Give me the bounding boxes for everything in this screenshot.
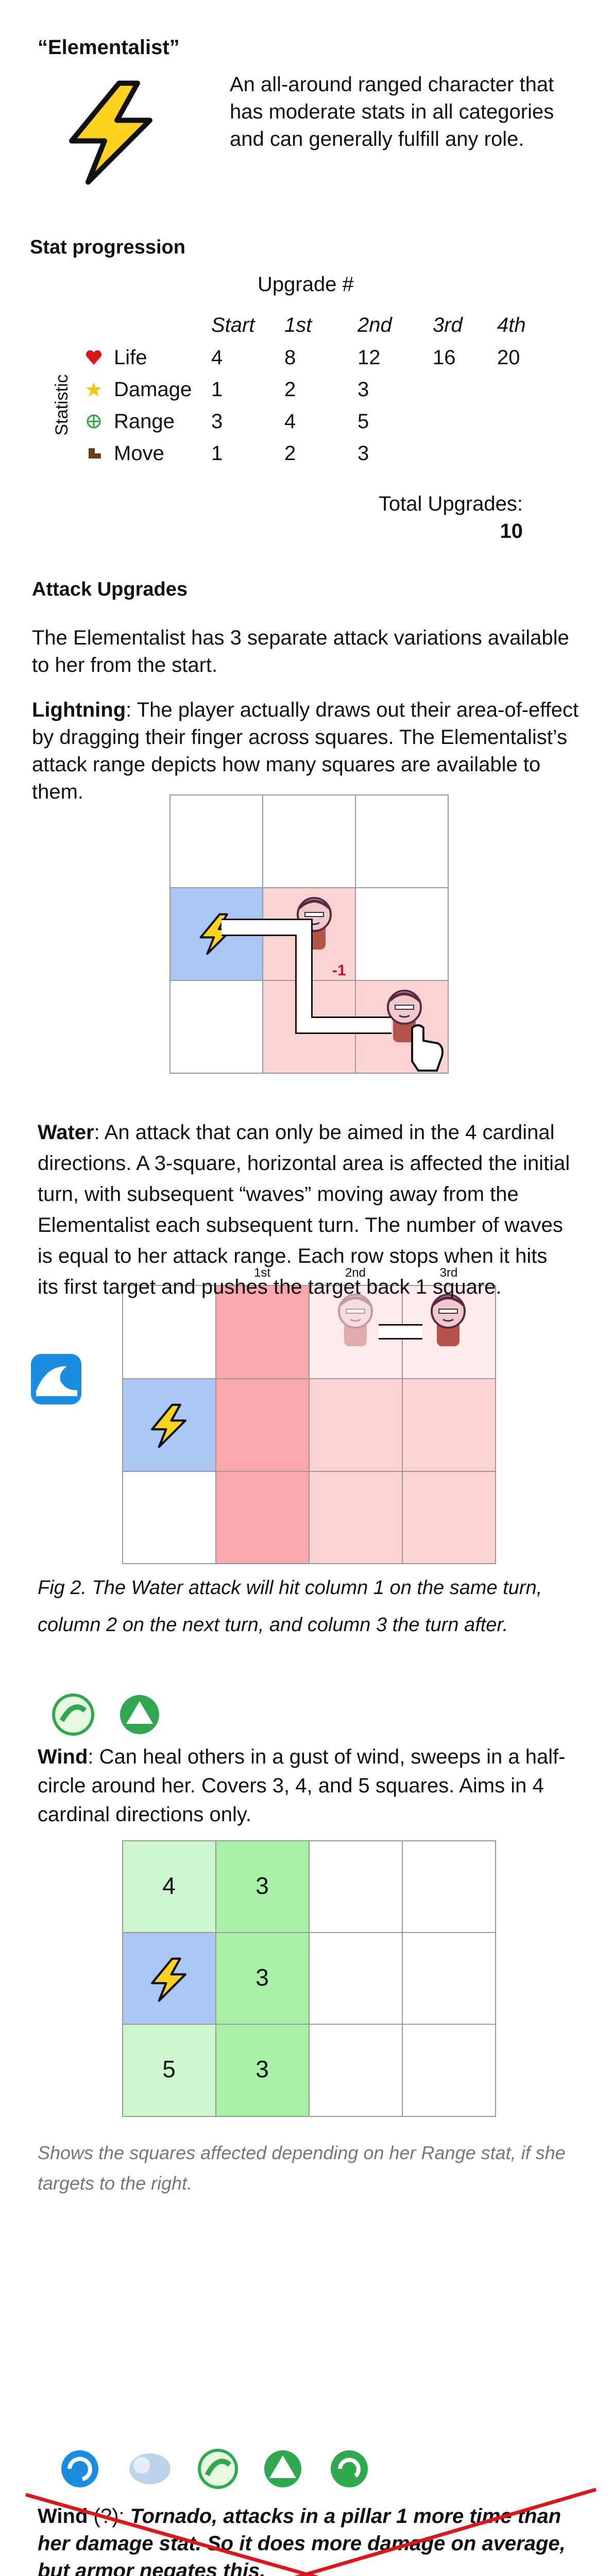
caption: Fig 2. The Water attack will hit column … <box>38 1577 542 1636</box>
note: (?): <box>88 2505 130 2528</box>
column-axis-label: Upgrade # <box>258 273 354 296</box>
cell-number: 3 <box>256 2056 269 2082</box>
text: : Can heal others in a gust of wind, swe… <box>38 1745 566 1826</box>
column-label: 1st <box>254 1266 270 1280</box>
stat-value: 16 <box>433 346 456 369</box>
lightning-grid: -1 <box>169 794 449 1074</box>
stat-value: 2 <box>284 378 296 401</box>
elementalist-icon <box>72 83 150 182</box>
paragraph: Wind: Can heal others in a gust of wind,… <box>38 1742 573 1829</box>
cell-number: 3 <box>256 1872 269 1899</box>
lead: Water <box>38 1121 94 1144</box>
column-header: 1st <box>284 314 312 336</box>
lead: Wind <box>38 1745 88 1768</box>
stat-value: 5 <box>357 410 369 433</box>
stat-value: 4 <box>211 346 223 369</box>
caption: Shows the squares affected depending on … <box>38 2142 566 2194</box>
row-label: Life <box>114 346 147 369</box>
lead: Lightning <box>32 699 126 721</box>
column-header: 2nd <box>357 314 392 336</box>
total-label: Total Upgrades: <box>378 493 523 515</box>
tornado-icons <box>61 2449 368 2489</box>
total-value: 10 <box>500 520 523 543</box>
paragraph: Water: An attack that can only be aimed … <box>38 1117 573 1302</box>
paragraph: The Elementalist has 3 separate attack v… <box>32 626 569 676</box>
column-header: Start <box>211 314 255 336</box>
water-icon <box>31 1354 81 1404</box>
stat-value: 3 <box>211 410 223 433</box>
stat-value: 4 <box>284 410 296 433</box>
row-label: Range <box>114 410 175 433</box>
section-heading: Attack Upgrades <box>32 579 188 600</box>
section-heading: Stat progression <box>30 236 185 258</box>
column-label: 2nd <box>345 1266 366 1280</box>
stat-value: 1 <box>211 442 223 465</box>
water-grid: 1st 2nd 3rd <box>122 1266 496 1564</box>
text: : The player actually draws out their ar… <box>32 699 579 803</box>
wind-grid: 4 3 3 5 3 <box>122 1840 496 2117</box>
row-label: Damage <box>114 378 192 401</box>
stat-value: 8 <box>284 346 296 369</box>
stat-icons <box>86 350 102 459</box>
cell-number: 5 <box>162 2056 176 2082</box>
text: : An attack that can only be aimed in th… <box>38 1121 570 1298</box>
lead: Wind <box>38 2505 88 2528</box>
stat-value: 3 <box>357 378 369 401</box>
stat-value: 1 <box>211 378 223 401</box>
column-label: 3rd <box>440 1266 458 1280</box>
description: An all-around ranged character that has … <box>230 73 554 150</box>
paragraph: Wind (?): Tornado, attacks in a pillar 1… <box>38 2503 584 2576</box>
stat-value: 3 <box>357 442 369 465</box>
stat-value: 20 <box>497 346 520 369</box>
column-header: 4th <box>497 314 526 336</box>
stat-value: 2 <box>284 442 296 465</box>
damage-label: -1 <box>332 962 346 979</box>
row-label: Move <box>114 442 164 465</box>
column-header: 3rd <box>433 314 463 336</box>
paragraph: Lightning: The player actually draws out… <box>32 697 583 806</box>
total: Total Upgrades: 10 <box>353 490 523 545</box>
wind-icons <box>52 1693 159 1736</box>
cell-number: 4 <box>162 1872 176 1899</box>
row-axis-label: Statistic <box>52 374 72 436</box>
cell-number: 3 <box>256 1964 269 1991</box>
title: “Elementalist” <box>38 36 180 59</box>
stat-value: 12 <box>357 346 381 369</box>
